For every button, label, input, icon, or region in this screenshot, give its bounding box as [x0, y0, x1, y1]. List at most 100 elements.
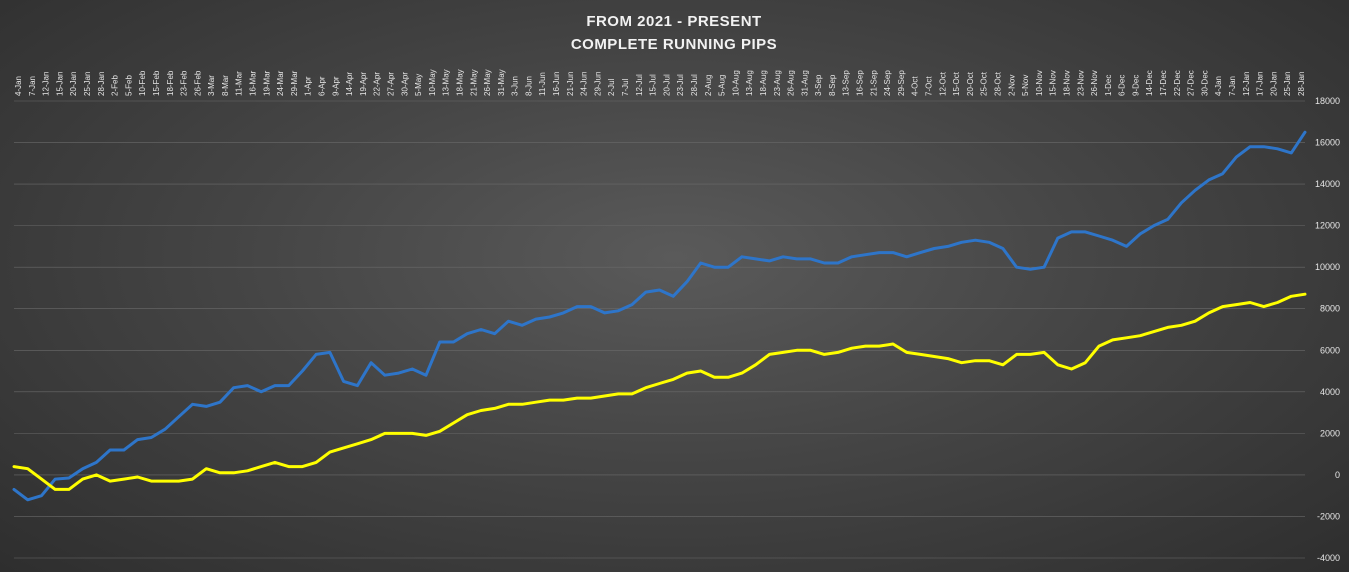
x-tick-label: 17-Dec — [1159, 70, 1168, 96]
x-tick-label: 15-Jul — [649, 74, 658, 96]
x-tick-label: 25-Oct — [980, 71, 989, 96]
x-tick-label: 20-Jan — [1269, 72, 1278, 96]
x-tick-label: 18-May — [455, 69, 464, 96]
x-tick-label: 21-Sep — [869, 70, 878, 96]
y-tick-label: -4000 — [1317, 553, 1340, 563]
x-tick-label: 11-Mar — [235, 71, 244, 96]
x-tick-label: 10-Aug — [731, 70, 740, 96]
x-tick-label: 26-Nov — [1090, 70, 1099, 96]
x-tick-label: 18-Nov — [1062, 70, 1071, 96]
x-tick-label: 15-Oct — [952, 71, 961, 96]
y-tick-label: 14000 — [1315, 179, 1340, 189]
x-tick-label: 15-Jan — [55, 72, 64, 96]
y-tick-label: 4000 — [1320, 387, 1340, 397]
x-tick-label: 24-Sep — [883, 70, 892, 96]
y-tick-label: -2000 — [1317, 511, 1340, 521]
x-tick-label: 28-Oct — [993, 71, 1002, 96]
x-tick-label: 11-Jun — [538, 72, 547, 96]
x-tick-label: 20-Oct — [966, 71, 975, 96]
x-tick-label: 7-Jan — [28, 76, 37, 96]
x-tick-label: 19-Apr — [359, 72, 368, 96]
x-tick-label: 10-Nov — [1035, 70, 1044, 96]
x-tick-label: 4-Oct — [911, 76, 920, 96]
x-tick-label: 23-Feb — [180, 70, 189, 96]
x-tick-label: 8-Jun — [524, 76, 533, 96]
y-axis-ticks: -4000 -2000 0 2000 4000 6000 8000 10000 12000 140… — [1315, 96, 1340, 563]
x-tick-label: 7-Oct — [925, 76, 934, 96]
x-tick-label: 25-Jan — [83, 72, 92, 96]
x-tick-label: 5-Nov — [1021, 75, 1030, 96]
x-tick-label: 31-May — [497, 69, 506, 96]
x-tick-label: 28-Jul — [690, 74, 699, 96]
x-tick-label: 23-Nov — [1076, 70, 1085, 96]
x-tick-label: 5-Feb — [124, 75, 133, 96]
gridlines — [14, 100, 1305, 559]
x-tick-label: 3-Sep — [814, 74, 823, 96]
x-tick-label: 14-Apr — [345, 72, 354, 96]
x-tick-label: 4-Jan — [14, 76, 23, 96]
x-tick-label: 17-Jan — [1256, 72, 1265, 96]
x-tick-label: 22-Dec — [1173, 70, 1182, 96]
x-tick-label: 22-Apr — [373, 72, 382, 96]
y-tick-label: 12000 — [1315, 221, 1340, 231]
x-tick-label: 4-Jan — [1214, 76, 1223, 96]
x-tick-label: 28-Jan — [1297, 72, 1306, 96]
x-tick-label: 27-Dec — [1187, 70, 1196, 96]
x-tick-label: 14-Dec — [1145, 70, 1154, 96]
x-tick-label: 5-May — [414, 74, 423, 96]
x-tick-label: 20-Jul — [662, 74, 671, 96]
x-tick-label: 10-Feb — [138, 70, 147, 96]
x-tick-label: 7-Jul — [621, 78, 630, 96]
x-tick-label: 30-Dec — [1200, 70, 1209, 96]
x-tick-label: 29-Sep — [897, 70, 906, 96]
x-tick-label: 8-Sep — [828, 74, 837, 96]
y-tick-label: 10000 — [1315, 262, 1340, 272]
x-axis-ticks: 4-Jan 7-Jan 12-Jan 15-Jan 20-Jan 25-Jan 28-Jan… — [14, 69, 1306, 96]
y-tick-label: 8000 — [1320, 304, 1340, 314]
x-tick-label: 12-Oct — [938, 71, 947, 96]
x-tick-label: 1-Dec — [1104, 75, 1113, 96]
y-tick-label: 6000 — [1320, 345, 1340, 355]
x-tick-label: 12-Jan — [42, 72, 51, 96]
x-tick-label: 30-Apr — [400, 72, 409, 96]
x-tick-label: 29-Jun — [593, 72, 602, 96]
x-tick-label: 21-Jun — [566, 72, 575, 96]
x-tick-label: 31-Aug — [800, 70, 809, 96]
x-tick-label: 29-Mar — [290, 70, 299, 96]
x-tick-label: 25-Jan — [1283, 72, 1292, 96]
x-tick-label: 9-Apr — [331, 76, 340, 96]
x-tick-label: 12-Jan — [1242, 72, 1251, 96]
x-tick-label: 13-Aug — [745, 70, 754, 96]
x-tick-label: 18-Feb — [166, 70, 175, 96]
x-tick-label: 7-Jan — [1228, 76, 1237, 96]
series-line-blue — [12, 130, 1307, 502]
x-tick-label: 15-Nov — [1049, 70, 1058, 96]
x-tick-label: 1-Apr — [304, 76, 313, 96]
x-tick-label: 13-Sep — [842, 70, 851, 96]
x-tick-label: 6-Apr — [318, 76, 327, 96]
x-tick-label: 24-Mar — [276, 70, 285, 96]
x-tick-label: 2-Feb — [111, 75, 120, 96]
x-tick-label: 9-Dec — [1131, 75, 1140, 96]
chart-subtitle: COMPLETE RUNNING PIPS — [571, 36, 777, 53]
x-tick-label: 18-Aug — [759, 70, 768, 96]
x-tick-label: 3-Jun — [511, 76, 520, 96]
x-tick-label: 16-Mar — [249, 70, 258, 96]
x-tick-label: 24-Jun — [580, 72, 589, 96]
x-tick-label: 5-Aug — [718, 75, 727, 96]
y-tick-label: 18000 — [1315, 96, 1340, 106]
x-tick-label: 26-May — [483, 69, 492, 96]
x-tick-label: 2-Jul — [607, 78, 616, 96]
x-tick-label: 6-Dec — [1118, 75, 1127, 96]
x-tick-label: 8-Mar — [221, 75, 230, 96]
x-tick-label: 12-Jul — [635, 74, 644, 96]
y-tick-label: 0 — [1335, 470, 1340, 480]
x-tick-label: 13-May — [442, 69, 451, 96]
x-tick-label: 26-Aug — [787, 70, 796, 96]
series-lines — [12, 130, 1307, 502]
x-tick-label: 20-Jan — [69, 72, 78, 96]
x-tick-label: 27-Apr — [386, 72, 395, 96]
x-tick-label: 16-Sep — [856, 70, 865, 96]
y-tick-label: 2000 — [1320, 428, 1340, 438]
